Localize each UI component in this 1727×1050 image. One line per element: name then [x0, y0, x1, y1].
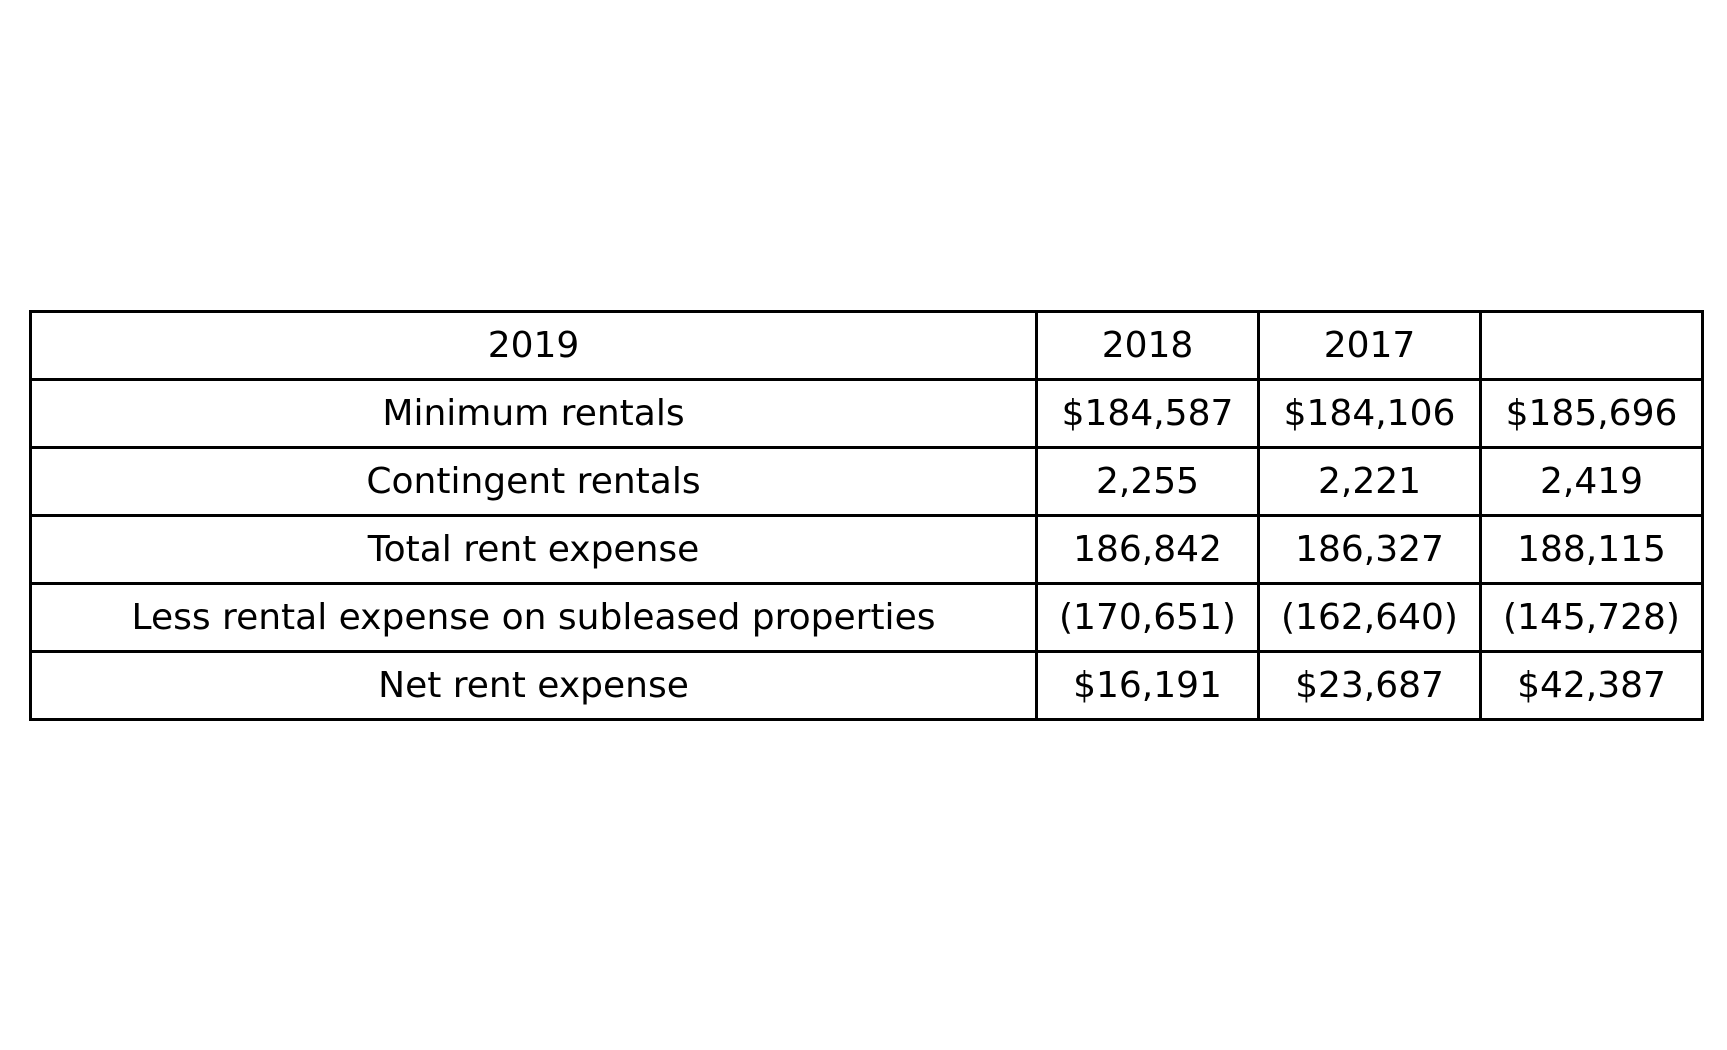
table-cell: (170,651)	[1035, 582, 1260, 653]
rent-expense-table: 2019 2018 2017 Minimum rentals $184,587 …	[29, 310, 1704, 721]
table-row: Contingent rentals 2,255 2,221 2,419	[29, 446, 1704, 517]
table-row: Total rent expense 186,842 186,327 188,1…	[29, 514, 1704, 585]
table-cell: 2,255	[1035, 446, 1260, 517]
table-cell: 186,842	[1035, 514, 1260, 585]
header-cell: 2018	[1035, 310, 1260, 381]
table-cell: $42,387	[1479, 650, 1704, 721]
header-cell: 2019	[29, 310, 1038, 381]
table-cell: 2,419	[1479, 446, 1704, 517]
table-cell: $184,106	[1257, 378, 1482, 449]
row-label: Total rent expense	[29, 514, 1038, 585]
row-label: Net rent expense	[29, 650, 1038, 721]
table-container: 2019 2018 2017 Minimum rentals $184,587 …	[29, 310, 1704, 721]
table-cell: (145,728)	[1479, 582, 1704, 653]
row-label: Contingent rentals	[29, 446, 1038, 517]
header-cell: 2017	[1257, 310, 1482, 381]
table-row: Net rent expense $16,191 $23,687 $42,387	[29, 650, 1704, 721]
table-cell: $185,696	[1479, 378, 1704, 449]
table-cell: 2,221	[1257, 446, 1482, 517]
table-cell: (162,640)	[1257, 582, 1482, 653]
table-cell: $184,587	[1035, 378, 1260, 449]
row-label: Minimum rentals	[29, 378, 1038, 449]
table-cell: $23,687	[1257, 650, 1482, 721]
table-cell: 188,115	[1479, 514, 1704, 585]
table-row: Minimum rentals $184,587 $184,106 $185,6…	[29, 378, 1704, 449]
table-header-row: 2019 2018 2017	[29, 310, 1704, 381]
table-row: Less rental expense on subleased propert…	[29, 582, 1704, 653]
row-label: Less rental expense on subleased propert…	[29, 582, 1038, 653]
table-cell: 186,327	[1257, 514, 1482, 585]
table-cell: $16,191	[1035, 650, 1260, 721]
header-cell	[1479, 310, 1704, 381]
